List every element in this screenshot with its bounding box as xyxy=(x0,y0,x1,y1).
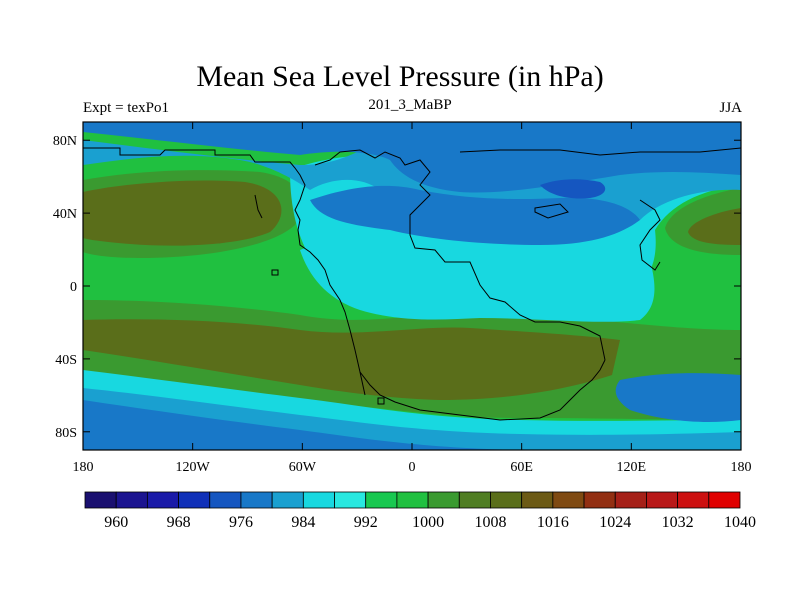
colorbar-swatch xyxy=(583,491,616,509)
field-south-cyan xyxy=(83,370,741,440)
axis-ticks: 80N 40N 0 40S 80S 180 120W 60W 0 60E 120E 180 xyxy=(53,122,752,475)
page-title: Mean Sea Level Pressure (in hPa) xyxy=(196,60,604,93)
coast-south-isles xyxy=(377,397,385,405)
coast-east-asia xyxy=(639,199,661,271)
field-nw-olive xyxy=(83,180,282,246)
field-north-low xyxy=(310,185,640,245)
lat-tick-label: 80S xyxy=(55,426,77,441)
colorbar-swatch xyxy=(240,491,273,509)
colorbar-swatch xyxy=(677,491,710,509)
colorbar-swatch xyxy=(115,491,148,509)
field-ne-olive xyxy=(688,208,741,245)
field-cyan-tropic xyxy=(300,245,655,322)
season-label: JJA xyxy=(719,100,742,116)
coast-east-continent xyxy=(459,147,741,156)
coast-isle xyxy=(271,269,279,276)
colorbar-swatch xyxy=(178,491,211,509)
colorbar-swatch xyxy=(146,491,179,509)
lat-tick-label: 40N xyxy=(53,207,77,222)
experiment-label: Expt = texPo1 xyxy=(83,100,169,116)
colorbar-label: 1000 xyxy=(412,514,444,531)
lon-tick-label: 60W xyxy=(289,460,317,475)
colorbar-swatch xyxy=(427,491,460,509)
coast-inner-sea xyxy=(534,203,569,219)
pressure-field xyxy=(83,122,741,450)
lon-tick-label: 120E xyxy=(617,460,647,475)
coast-north-continent xyxy=(314,149,606,361)
experiment-id-label: 201_3_MaBP xyxy=(368,97,452,113)
field-southeast-blue xyxy=(615,373,741,422)
colorbar-swatch xyxy=(708,491,741,509)
colorbar-swatch xyxy=(490,491,523,509)
colorbar-label: 960 xyxy=(104,514,128,531)
colorbar-label: 992 xyxy=(354,514,378,531)
lon-tick-label: 0 xyxy=(409,460,416,475)
colorbar: 960 968 976 984 992 1000 1008 1016 1024 1032 1040 xyxy=(84,491,756,531)
coast-caribbean-isle xyxy=(254,194,263,219)
field-south-blue xyxy=(83,400,520,450)
colorbar-label: 1008 xyxy=(474,514,506,531)
colorbar-swatch xyxy=(271,491,304,509)
coast-southern-continent xyxy=(359,359,606,421)
colorbar-swatch xyxy=(552,491,585,509)
lat-tick-label: 0 xyxy=(70,280,77,295)
colorbar-label: 1016 xyxy=(537,514,569,531)
colorbar-swatch xyxy=(334,491,367,509)
colorbar-swatch xyxy=(84,491,117,509)
colorbar-swatch xyxy=(365,491,398,509)
colorbar-swatch xyxy=(646,491,679,509)
colorbar-swatch xyxy=(521,491,554,509)
lon-tick-label: 120W xyxy=(176,460,211,475)
field-south-olive xyxy=(83,319,620,400)
colorbar-swatch xyxy=(614,491,647,509)
field-north-deep xyxy=(540,179,606,199)
colorbar-swatch xyxy=(209,491,242,509)
lat-tick-label: 40S xyxy=(55,353,77,368)
lon-tick-label: 180 xyxy=(73,460,94,475)
colorbar-label: 1040 xyxy=(724,514,756,531)
lon-tick-label: 180 xyxy=(731,460,752,475)
coast-americas-north xyxy=(83,147,366,396)
field-arctic-blue xyxy=(83,122,741,193)
colorbar-label: 1024 xyxy=(599,514,631,531)
lat-tick-label: 80N xyxy=(53,134,77,149)
colorbar-label: 976 xyxy=(229,514,253,531)
colorbar-swatch xyxy=(396,491,429,509)
colorbar-swatch xyxy=(302,491,335,509)
coastlines xyxy=(83,147,741,421)
colorbar-label: 968 xyxy=(167,514,191,531)
lon-tick-label: 60E xyxy=(510,460,533,475)
colorbar-label: 984 xyxy=(291,514,315,531)
colorbar-swatch xyxy=(458,491,491,509)
colorbar-label: 1032 xyxy=(662,514,694,531)
